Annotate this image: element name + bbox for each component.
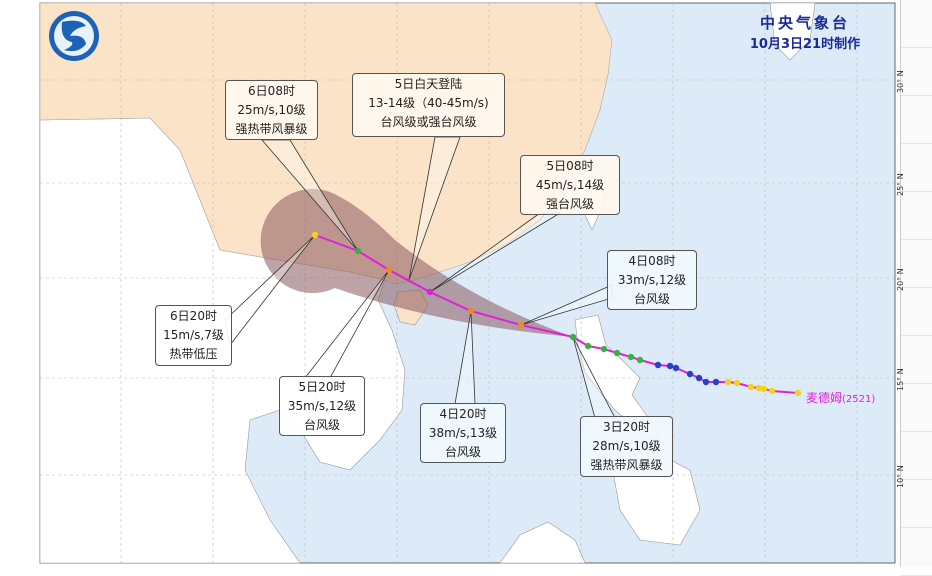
track-point — [747, 383, 755, 391]
track-point — [695, 374, 703, 382]
track-point — [724, 378, 732, 386]
callout-wind: 13-14级（40-45m/s) — [368, 96, 489, 110]
callout-level: 强热带风暴级 — [590, 458, 663, 472]
callout-leaders — [224, 136, 616, 419]
borneo — [499, 521, 586, 564]
callout-leader — [261, 139, 359, 252]
track-point — [385, 266, 393, 274]
callout-wind: 15m/s,7级 — [163, 328, 224, 342]
track-point — [569, 333, 577, 341]
callout-time: 5日白天登陆 — [394, 77, 463, 91]
track-point — [702, 378, 710, 386]
callout-6d08: 6日08时 25m/s,10级 强热带风暴级 — [225, 80, 318, 140]
callout-level: 台风级 — [444, 445, 481, 459]
callout-time: 5日20时 — [298, 380, 346, 394]
track-point — [755, 384, 763, 392]
lat-label: 20° N — [896, 268, 905, 291]
track-point — [768, 387, 776, 395]
track-point — [712, 378, 720, 386]
callout-wind: 45m/s,14级 — [535, 178, 605, 192]
track-point — [666, 362, 674, 370]
track-point — [613, 349, 621, 357]
callout-time: 6日20时 — [170, 309, 217, 323]
track-point — [584, 342, 592, 350]
track-point — [517, 321, 525, 329]
lat-label: 30° N — [896, 70, 905, 93]
track-point — [627, 353, 635, 361]
callout-level: 强台风级 — [545, 197, 594, 211]
lat-label: 15° N — [896, 368, 905, 391]
track-point — [760, 385, 768, 393]
cma-logo-icon — [49, 11, 99, 61]
callout-time: 3日20时 — [603, 420, 650, 434]
callout-time: 5日08时 — [546, 159, 594, 173]
callout-time: 4日08时 — [628, 254, 676, 268]
callout-level: 台风级 — [303, 418, 340, 432]
callout-wind: 38m/s,13级 — [428, 426, 498, 440]
callout-3d20: 3日20时 28m/s,10级 强热带风暴级 — [580, 416, 673, 477]
track-point — [686, 370, 694, 378]
track-point — [794, 389, 802, 397]
track-point — [654, 361, 662, 369]
track-point — [733, 379, 741, 387]
callout-5d20: 5日20时 35m/s,12级 台风级 — [279, 376, 365, 436]
callout-6d20: 6日20时 15m/s,7级 热带低压 — [155, 305, 232, 366]
forecast-cone — [260, 189, 573, 337]
issue-time: 10月3日21时制作 — [749, 37, 861, 52]
callout-wind: 35m/s,12级 — [287, 399, 357, 413]
japan-islands — [769, 2, 816, 61]
callout-level: 台风级或强台风级 — [380, 115, 477, 129]
callout-leader — [408, 136, 461, 281]
track-point — [467, 307, 475, 315]
track-point — [311, 231, 319, 239]
track-point — [354, 247, 362, 255]
callout-time: 6日08时 — [248, 84, 295, 98]
typhoon-code: (2521) — [842, 394, 876, 405]
callout-level: 强热带风暴级 — [235, 122, 308, 136]
track-point — [600, 345, 608, 353]
typhoon-name: 麦德姆 — [806, 391, 843, 405]
lat-label: 25° N — [896, 173, 905, 196]
typhoon-name-label: 麦德姆(2521) — [806, 389, 875, 406]
lat-label: 10° N — [896, 465, 905, 488]
map-header: 中央气象台 10月3日21时制作 — [740, 12, 870, 56]
track-point — [426, 288, 434, 296]
track-point — [636, 356, 644, 364]
callout-4d08: 4日08时 33m/s,12级 台风级 — [607, 250, 697, 310]
callout-level: 热带低压 — [169, 347, 218, 361]
callout-wind: 33m/s,12级 — [617, 273, 687, 287]
callout-5d08: 5日08时 45m/s,14级 强台风级 — [520, 155, 620, 215]
callout-time: 4日20时 — [439, 407, 487, 421]
callout-level: 台风级 — [633, 292, 670, 306]
callout-landfall: 5日白天登陆 13-14级（40-45m/s) 台风级或强台风级 — [352, 73, 505, 137]
callout-wind: 25m/s,10级 — [237, 103, 306, 117]
callout-4d20: 4日20时 38m/s,13级 台风级 — [420, 403, 506, 463]
track-point — [672, 364, 680, 372]
callout-wind: 28m/s,10级 — [592, 439, 661, 453]
agency-name: 中央气象台 — [759, 14, 850, 32]
side-panel — [900, 0, 932, 576]
